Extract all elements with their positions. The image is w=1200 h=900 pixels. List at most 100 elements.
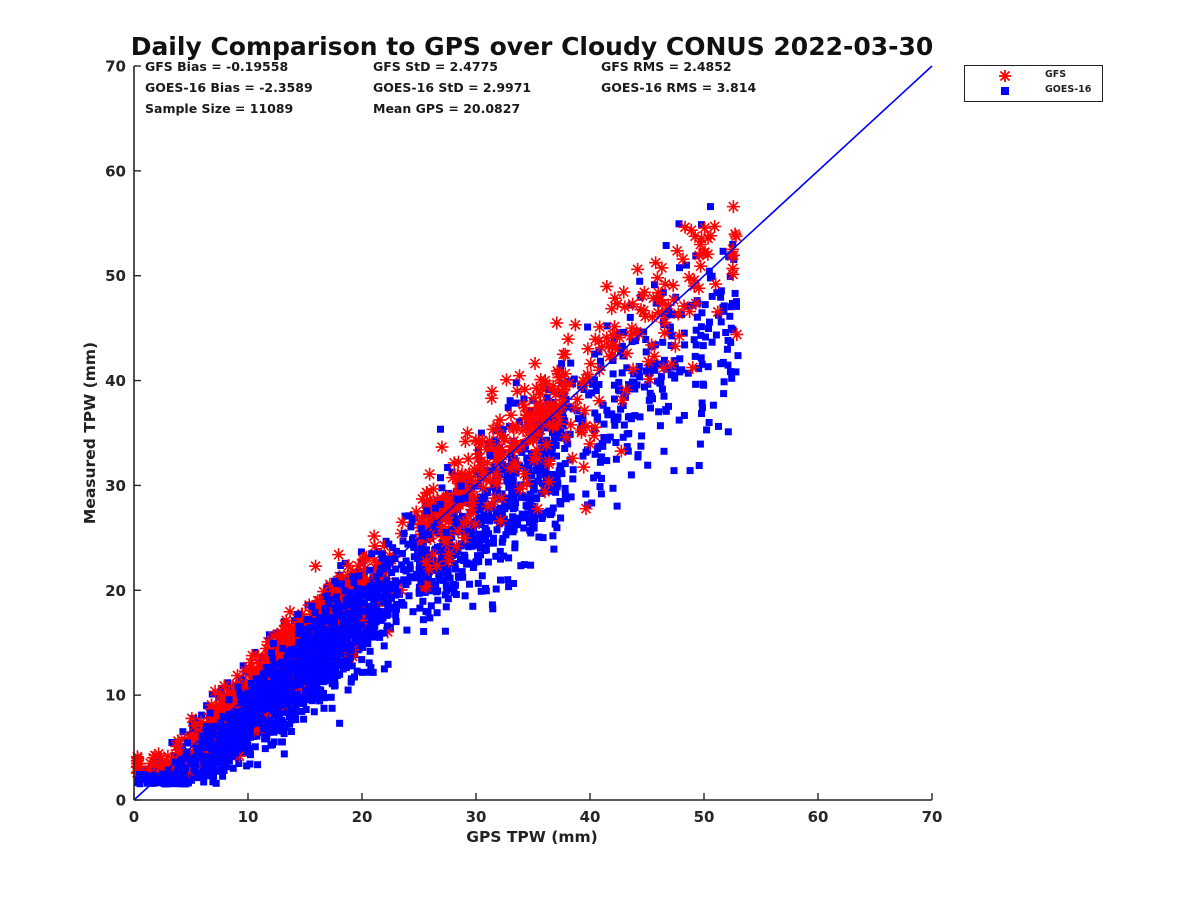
goes16-point: [657, 373, 665, 380]
goes16-point: [550, 545, 558, 553]
goes16-point: [620, 328, 628, 336]
one-to-one-line: [133, 65, 933, 801]
goes16-point: [511, 484, 519, 491]
gfs-point: [244, 656, 258, 670]
goes16-point: [341, 629, 349, 637]
goes16-point: [524, 503, 532, 511]
goes16-point: [379, 565, 387, 573]
goes16-point: [551, 520, 559, 528]
gfs-point: [170, 743, 184, 757]
goes16-point: [444, 568, 452, 576]
goes16-point: [165, 775, 173, 783]
goes16-point: [388, 594, 395, 602]
goes16-point: [400, 530, 408, 537]
goes16-point: [402, 577, 410, 585]
goes16-point: [367, 622, 375, 630]
goes16-point: [416, 604, 424, 612]
goes16-point: [273, 669, 281, 677]
goes16-point: [696, 440, 704, 448]
goes16-point: [306, 624, 314, 632]
gfs-point: [528, 356, 542, 370]
goes16-point: [613, 502, 621, 510]
goes16-point: [614, 413, 622, 421]
goes16-point: [497, 555, 504, 563]
goes16-point: [603, 322, 611, 330]
goes16-point: [408, 518, 416, 526]
goes16-point: [371, 584, 379, 592]
goes16-point: [307, 670, 315, 678]
goes16-point: [590, 376, 598, 384]
goes16-point: [215, 751, 222, 758]
goes16-point: [699, 404, 706, 412]
goes16-point: [265, 631, 273, 639]
goes16-point: [283, 681, 291, 688]
goes16-point: [588, 380, 596, 388]
goes16-point: [201, 743, 209, 751]
goes16-point: [353, 603, 361, 611]
goes16-point: [612, 439, 620, 446]
axes: 0 10 20 30 40 50 60 70 0 10 20 30 40 50 60 70: [105, 58, 942, 827]
goes16-point: [699, 342, 707, 350]
goes16-point: [596, 483, 604, 491]
goes16-point: [670, 467, 678, 475]
goes16-point: [626, 313, 634, 321]
goes16-point: [591, 450, 599, 458]
goes16-point: [291, 711, 299, 719]
goes16-point: [598, 453, 606, 461]
goes16-point: [539, 510, 547, 518]
goes16-point: [401, 512, 409, 520]
goes16-point: [525, 454, 533, 462]
goes16-point: [423, 507, 431, 515]
goes16-point: [252, 675, 260, 683]
goes16-point: [317, 657, 324, 665]
goes16-point: [636, 277, 644, 285]
goes16-point: [280, 672, 288, 680]
goes16-point: [266, 702, 274, 710]
gfs-point: [615, 393, 629, 407]
goes16-point: [246, 760, 254, 768]
goes16-point: [278, 719, 286, 727]
gfs-point: [476, 481, 490, 495]
goes16-point: [428, 524, 435, 532]
gfs-point: [658, 277, 672, 291]
goes16-point: [244, 696, 252, 704]
goes16-point: [259, 705, 267, 713]
goes16-point: [264, 697, 272, 705]
goes16-point: [434, 543, 441, 551]
goes16-point: [505, 502, 513, 510]
goes16-point: [150, 773, 158, 781]
goes16-point: [522, 494, 530, 502]
gfs-point: [526, 433, 540, 447]
goes16-point: [362, 634, 370, 642]
goes16-point: [683, 261, 690, 269]
goes16-point: [249, 698, 257, 705]
goes16-point: [214, 734, 222, 742]
goes16-point: [283, 700, 291, 708]
goes16-point: [542, 470, 550, 478]
goes16-point: [365, 668, 373, 676]
goes16-point: [528, 472, 536, 479]
goes16-point: [600, 420, 608, 428]
legend-label-goes16: GOES-16: [1045, 84, 1092, 95]
goes16-point: [496, 547, 504, 555]
goes16-point: [206, 709, 214, 717]
goes16-point: [549, 532, 557, 540]
gfs-point: [545, 420, 559, 434]
gfs-point: [608, 320, 622, 334]
stat-gfs-bias: GFS Bias = -0.19558: [145, 59, 289, 74]
goes16-point: [493, 526, 501, 534]
goes16-point: [219, 755, 227, 763]
gfs-point: [593, 320, 607, 334]
gfs-point: [461, 452, 475, 466]
goes16-point: [253, 718, 261, 726]
goes16-point: [463, 528, 471, 535]
goes16-point: [272, 721, 280, 728]
goes16-point: [406, 573, 414, 581]
goes16-point: [693, 313, 701, 321]
goes16-point: [635, 368, 643, 376]
goes16-point: [370, 598, 378, 605]
goes16-point: [215, 766, 223, 774]
gfs-point: [634, 303, 648, 317]
goes16-point: [272, 706, 280, 714]
goes16-point: [492, 585, 500, 593]
